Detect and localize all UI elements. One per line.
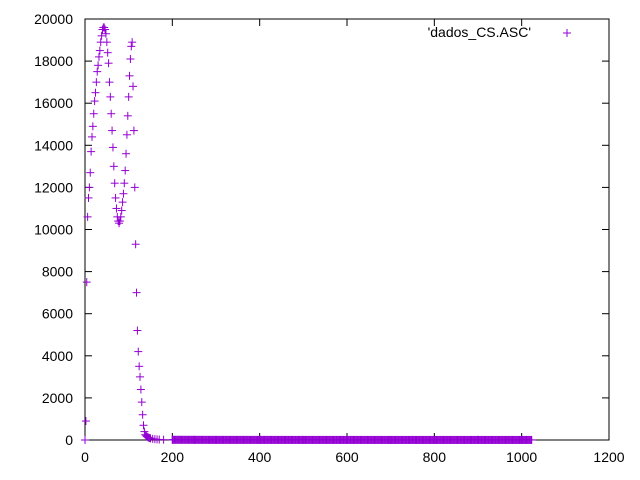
- y-tick-label: 20000: [34, 11, 73, 27]
- data-point: [112, 204, 121, 213]
- data-point: [105, 78, 114, 87]
- data-point: [87, 132, 96, 141]
- data-point: [126, 54, 135, 63]
- data-point: [123, 111, 132, 120]
- plot-area: [81, 23, 536, 444]
- data-point: [86, 168, 95, 177]
- data-point: [132, 288, 141, 297]
- data-point: [121, 166, 130, 175]
- y-tick-label: 16000: [34, 95, 73, 111]
- y-tick-label: 6000: [42, 306, 73, 322]
- data-point: [100, 23, 109, 32]
- legend: 'dados_CS.ASC': [428, 24, 571, 40]
- data-point: [118, 198, 127, 207]
- data-point: [85, 183, 94, 192]
- data-point: [102, 38, 111, 47]
- data-point: [108, 126, 117, 135]
- data-point: [136, 372, 145, 381]
- data-point: [103, 48, 112, 57]
- data-point: [101, 29, 110, 38]
- data-point: [127, 42, 136, 51]
- data-point: [87, 147, 96, 156]
- data-point: [97, 31, 106, 40]
- data-point: [110, 179, 119, 188]
- data-point: [129, 126, 138, 135]
- data-point: [88, 122, 97, 131]
- data-point: [120, 179, 129, 188]
- data-point: [95, 46, 104, 55]
- x-tick-label: 1000: [506, 449, 537, 465]
- x-tick-label: 1200: [593, 449, 624, 465]
- data-point: [82, 278, 91, 287]
- data-point: [124, 92, 133, 101]
- y-tick-label: 4000: [42, 348, 73, 364]
- data-point: [109, 162, 118, 171]
- data-point: [128, 38, 137, 47]
- legend-label: 'dados_CS.ASC': [428, 24, 531, 40]
- data-point: [125, 71, 134, 80]
- data-point: [138, 410, 147, 419]
- y-tick-label: 12000: [34, 179, 73, 195]
- data-point: [133, 326, 142, 335]
- data-point: [93, 67, 102, 76]
- y-tick-label: 10000: [34, 222, 73, 238]
- data-point: [122, 130, 131, 139]
- axes: 0 200 400 600 800 1000 12000200040006000800010…: [34, 11, 625, 465]
- y-tick-label: 8000: [42, 264, 73, 280]
- data-point: [81, 417, 90, 426]
- x-tick-label: 800: [423, 449, 447, 465]
- data-point: [81, 436, 89, 444]
- x-tick-label: 0: [81, 449, 89, 465]
- legend-marker: [563, 29, 571, 37]
- y-tick-label: 0: [65, 432, 73, 448]
- x-tick-label: 200: [161, 449, 185, 465]
- data-point: [135, 362, 144, 371]
- data-point: [84, 193, 93, 202]
- data-point: [115, 217, 124, 226]
- data-point: [130, 183, 139, 192]
- data-point: [527, 435, 536, 444]
- data-point: [117, 206, 126, 215]
- data-point: [83, 212, 92, 221]
- data-point: [139, 421, 148, 430]
- data-point: [92, 78, 101, 87]
- data-point: [119, 189, 128, 198]
- y-tick-label: 2000: [42, 390, 73, 406]
- data-point: [94, 61, 103, 70]
- data-point: [101, 25, 110, 34]
- y-tick-label: 18000: [34, 53, 73, 69]
- data-point: [134, 347, 143, 356]
- x-tick-label: 400: [248, 449, 272, 465]
- data-point: [131, 240, 140, 249]
- data-point: [116, 212, 125, 221]
- data-point: [122, 149, 131, 158]
- data-point: [104, 59, 113, 68]
- data-point: [115, 219, 124, 228]
- data-point: [91, 88, 100, 97]
- data-point: [108, 143, 117, 152]
- data-point: [111, 193, 120, 202]
- y-tick-label: 14000: [34, 137, 73, 153]
- data-point: [94, 52, 103, 61]
- data-point: [129, 82, 138, 91]
- data-point: [137, 398, 146, 407]
- data-point: [90, 97, 99, 106]
- x-tick-label: 600: [335, 449, 359, 465]
- data-point: [159, 435, 168, 444]
- data-point: [107, 109, 116, 118]
- data-point: [89, 109, 98, 118]
- data-point: [136, 385, 145, 394]
- data-point: [106, 92, 115, 101]
